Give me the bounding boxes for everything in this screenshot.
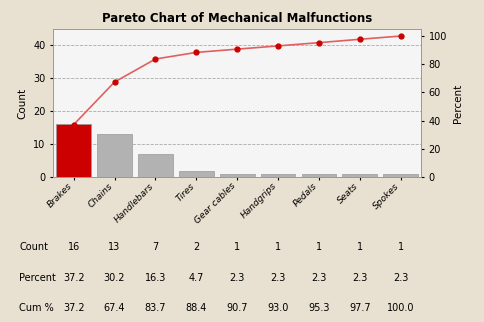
Text: 97.7: 97.7 <box>349 303 371 314</box>
Text: 95.3: 95.3 <box>308 303 330 314</box>
Text: 100.0: 100.0 <box>387 303 414 314</box>
Text: 2.3: 2.3 <box>311 272 327 283</box>
Text: 16: 16 <box>68 242 80 252</box>
Bar <box>56 124 91 177</box>
Text: 2: 2 <box>193 242 199 252</box>
Text: 83.7: 83.7 <box>145 303 166 314</box>
Text: 4.7: 4.7 <box>189 272 204 283</box>
Text: 2.3: 2.3 <box>271 272 286 283</box>
Text: 7: 7 <box>152 242 159 252</box>
Text: 93.0: 93.0 <box>267 303 289 314</box>
Text: 1: 1 <box>275 242 281 252</box>
Text: 37.2: 37.2 <box>63 303 85 314</box>
Bar <box>138 154 173 177</box>
Text: 1: 1 <box>316 242 322 252</box>
Text: Count: Count <box>19 242 48 252</box>
Text: 2.3: 2.3 <box>229 272 245 283</box>
Text: 88.4: 88.4 <box>185 303 207 314</box>
Text: 30.2: 30.2 <box>104 272 125 283</box>
Text: Cum %: Cum % <box>19 303 54 314</box>
Text: Percent: Percent <box>19 272 56 283</box>
Text: 16.3: 16.3 <box>145 272 166 283</box>
Text: 1: 1 <box>397 242 404 252</box>
Bar <box>302 174 336 177</box>
Bar <box>97 134 132 177</box>
Text: 37.2: 37.2 <box>63 272 85 283</box>
Text: 67.4: 67.4 <box>104 303 125 314</box>
Text: 1: 1 <box>234 242 240 252</box>
Bar <box>220 174 255 177</box>
Bar <box>179 171 213 177</box>
Text: 90.7: 90.7 <box>227 303 248 314</box>
Text: 13: 13 <box>108 242 121 252</box>
Text: 2.3: 2.3 <box>393 272 408 283</box>
Y-axis label: Percent: Percent <box>453 83 463 123</box>
Text: 1: 1 <box>357 242 363 252</box>
Bar <box>342 174 377 177</box>
Bar <box>383 174 418 177</box>
Bar <box>261 174 295 177</box>
Title: Pareto Chart of Mechanical Malfunctions: Pareto Chart of Mechanical Malfunctions <box>102 12 372 25</box>
Text: 2.3: 2.3 <box>352 272 367 283</box>
Y-axis label: Count: Count <box>18 88 28 118</box>
